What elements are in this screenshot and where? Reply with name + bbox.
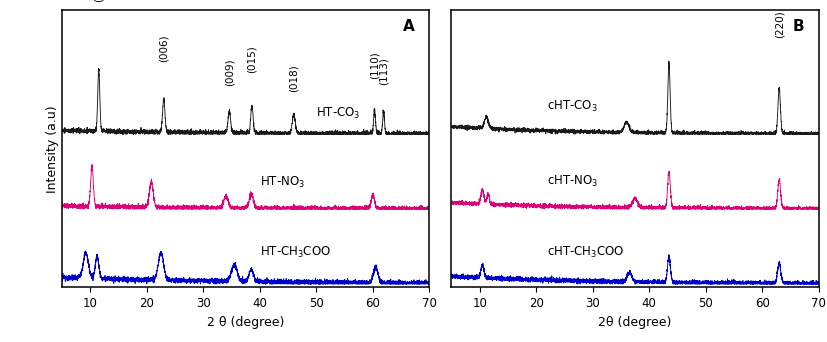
Text: (015): (015) [247,45,257,73]
Text: (220): (220) [774,10,784,38]
Text: (110): (110) [370,52,380,79]
Text: (018): (018) [289,65,299,92]
Text: (003): (003) [93,0,103,2]
Text: cHT-CO$_3$: cHT-CO$_3$ [547,99,598,114]
Text: B: B [792,18,804,34]
Text: HT-CH$_3$COO: HT-CH$_3$COO [260,245,331,260]
Text: HT-NO$_3$: HT-NO$_3$ [260,175,305,190]
Text: A: A [403,18,414,34]
Text: cHT-NO$_3$: cHT-NO$_3$ [547,173,599,188]
Text: (006): (006) [159,35,169,62]
Text: cHT-CH$_3$COO: cHT-CH$_3$COO [547,245,625,260]
Y-axis label: Intensity (a.u): Intensity (a.u) [46,105,60,193]
X-axis label: 2 θ (degree): 2 θ (degree) [207,316,284,329]
Text: (009): (009) [224,58,234,86]
Text: HT-CO$_3$: HT-CO$_3$ [317,106,361,121]
Text: (113): (113) [379,57,389,84]
X-axis label: 2θ (degree): 2θ (degree) [599,316,672,329]
